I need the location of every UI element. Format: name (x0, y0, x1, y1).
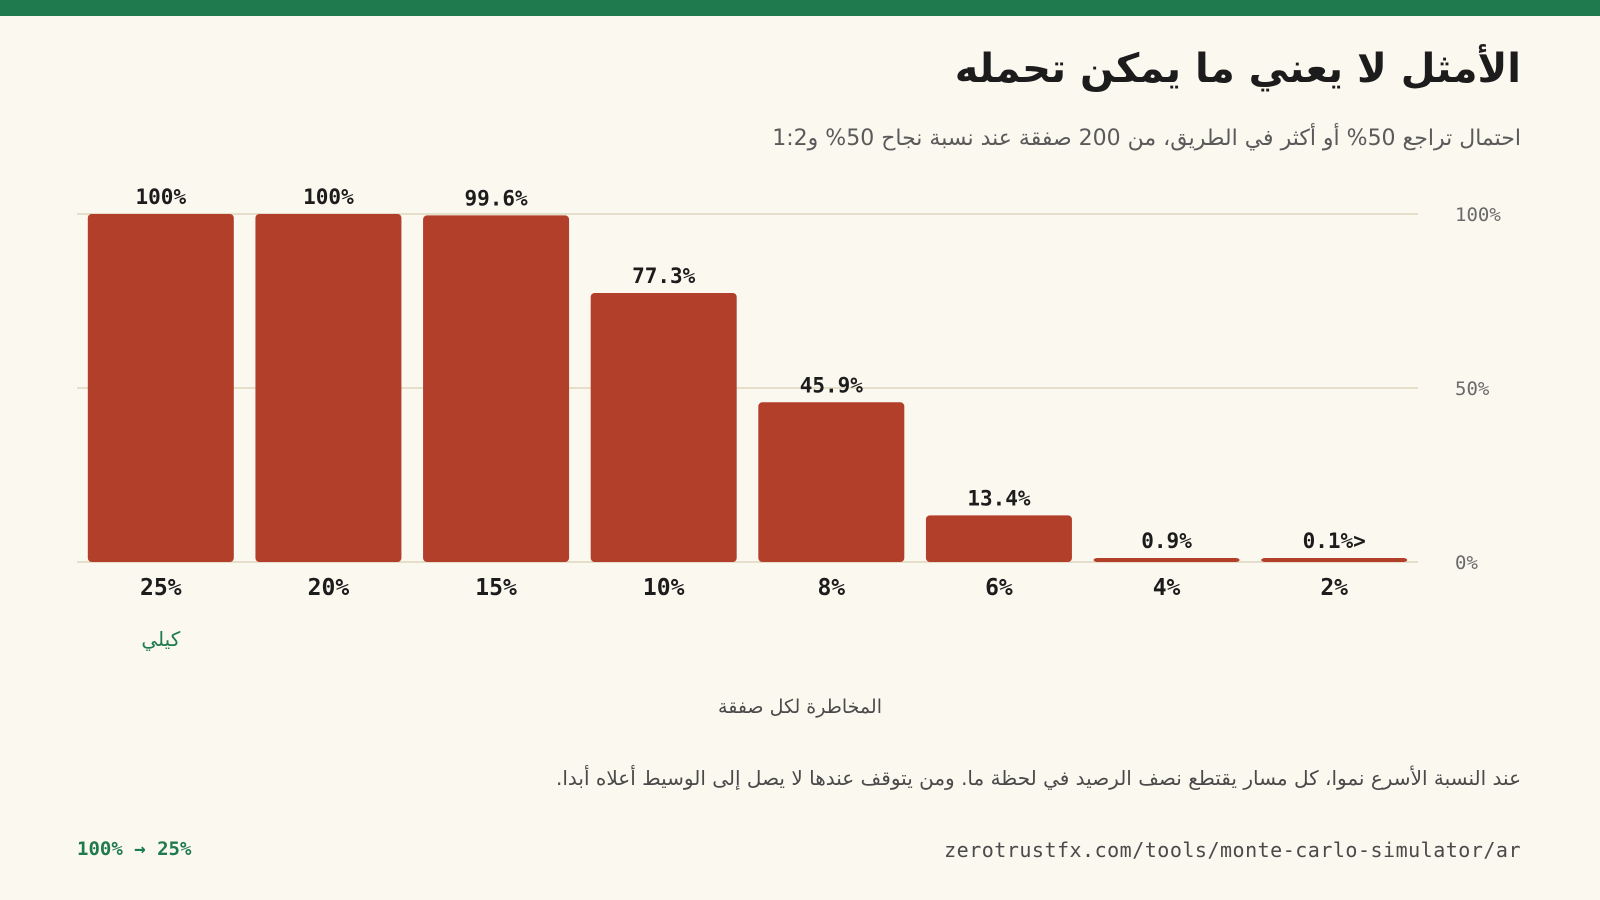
y-tick-label: 100% (1455, 204, 1501, 226)
data-label: 99.6% (464, 186, 528, 210)
top-accent-bar (0, 0, 1600, 16)
bar (1261, 558, 1408, 562)
x-axis-title: المخاطرة لكل صفقة (718, 696, 882, 718)
bar (87, 214, 234, 562)
bar (758, 402, 905, 562)
x-tick-label: 6% (985, 575, 1013, 601)
bar-chart: 100% 50% 0% 100% 25% كيلي 100% 20% 99.6% 15% 77.3%… (77, 185, 1501, 652)
data-label: 0.1%> (1303, 529, 1366, 553)
data-label: 100% (136, 185, 187, 209)
bar (255, 214, 402, 562)
bar (590, 292, 737, 562)
bar (423, 215, 570, 562)
x-tick-label: 2% (1320, 575, 1348, 601)
x-tick-label: 10% (643, 575, 685, 601)
kelly-annotation: كيلي (141, 627, 180, 652)
risk-range-label: 100% → 25% (77, 838, 192, 860)
bar (925, 515, 1072, 562)
y-tick-label: 50% (1455, 378, 1490, 400)
x-tick-label: 25% (140, 575, 182, 601)
data-label: 45.9% (800, 373, 864, 397)
data-label: 0.9% (1141, 529, 1192, 553)
chart-subtitle: احتمال تراجع 50% أو أكثر في الطريق، من 2… (772, 126, 1521, 151)
x-tick-label: 8% (817, 575, 845, 601)
x-tick-label: 15% (475, 575, 517, 601)
data-label: 77.3% (632, 264, 696, 288)
chart-title: الأمثل لا يعني ما يمكن تحمله (954, 46, 1521, 92)
source-url: zerotrustfx.com/tools/monte-carlo-simula… (944, 838, 1521, 862)
chart-note: عند النسبة الأسرع نموا، كل مسار يقتطع نص… (555, 766, 1521, 790)
x-tick-label: 20% (308, 575, 350, 601)
data-label: 100% (303, 185, 354, 209)
y-tick-label: 0% (1455, 552, 1478, 574)
x-tick-label: 4% (1153, 575, 1181, 601)
bar (1093, 558, 1240, 562)
data-label: 13.4% (967, 486, 1031, 510)
